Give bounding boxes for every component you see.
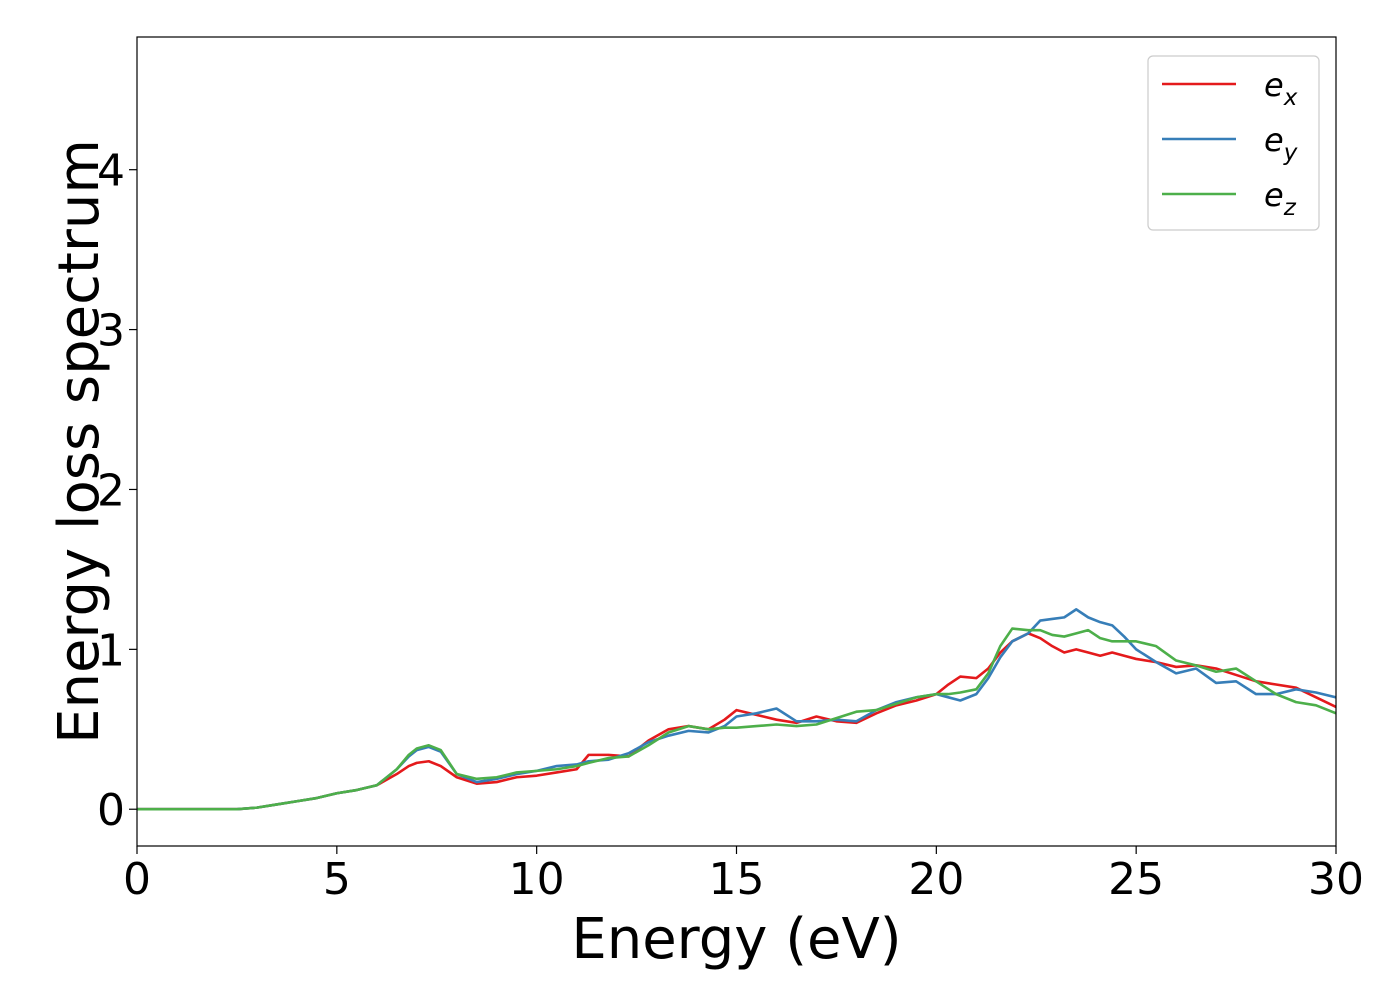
legend-label-subscript: z bbox=[1283, 195, 1297, 221]
legend-label-base: e bbox=[1264, 66, 1284, 104]
legend-label-base: e bbox=[1264, 176, 1284, 214]
y-tick-label: 2 bbox=[97, 465, 125, 516]
y-tick-label: 1 bbox=[97, 625, 125, 676]
series-line-x bbox=[137, 632, 1336, 811]
x-tick-label: 5 bbox=[323, 854, 351, 905]
legend-item-z: ez bbox=[1162, 176, 1297, 221]
x-tick-label: 0 bbox=[123, 854, 151, 905]
legend-item-y: ey bbox=[1162, 121, 1298, 166]
legend-box bbox=[1147, 55, 1320, 231]
y-tick-label: 4 bbox=[97, 146, 125, 197]
y-axis-ticks: 0 1 2 3 4 bbox=[97, 146, 137, 836]
legend-label: ey bbox=[1264, 121, 1298, 166]
x-axis-title: Energy (eV) bbox=[571, 907, 901, 972]
series-line-z bbox=[137, 627, 1336, 811]
x-tick-label: 25 bbox=[1108, 854, 1164, 905]
legend-label: ex bbox=[1264, 66, 1298, 111]
legend-label-base: e bbox=[1264, 121, 1284, 159]
y-tick-label: 0 bbox=[97, 785, 125, 836]
series-layer bbox=[137, 608, 1336, 811]
legend-label-subscript: y bbox=[1283, 140, 1298, 166]
y-axis-title: Energy loss spectrum bbox=[47, 139, 112, 744]
legend-label-subscript: x bbox=[1283, 85, 1298, 111]
x-tick-label: 20 bbox=[908, 854, 964, 905]
x-tick-label: 15 bbox=[709, 854, 765, 905]
y-tick-label: 3 bbox=[97, 306, 125, 357]
x-tick-label: 10 bbox=[509, 854, 565, 905]
x-tick-label: 30 bbox=[1308, 854, 1364, 905]
legend-label: ez bbox=[1264, 176, 1297, 221]
legend-item-x: ex bbox=[1162, 66, 1298, 111]
x-axis-ticks: 0 5 10 15 20 25 30 bbox=[123, 846, 1364, 905]
